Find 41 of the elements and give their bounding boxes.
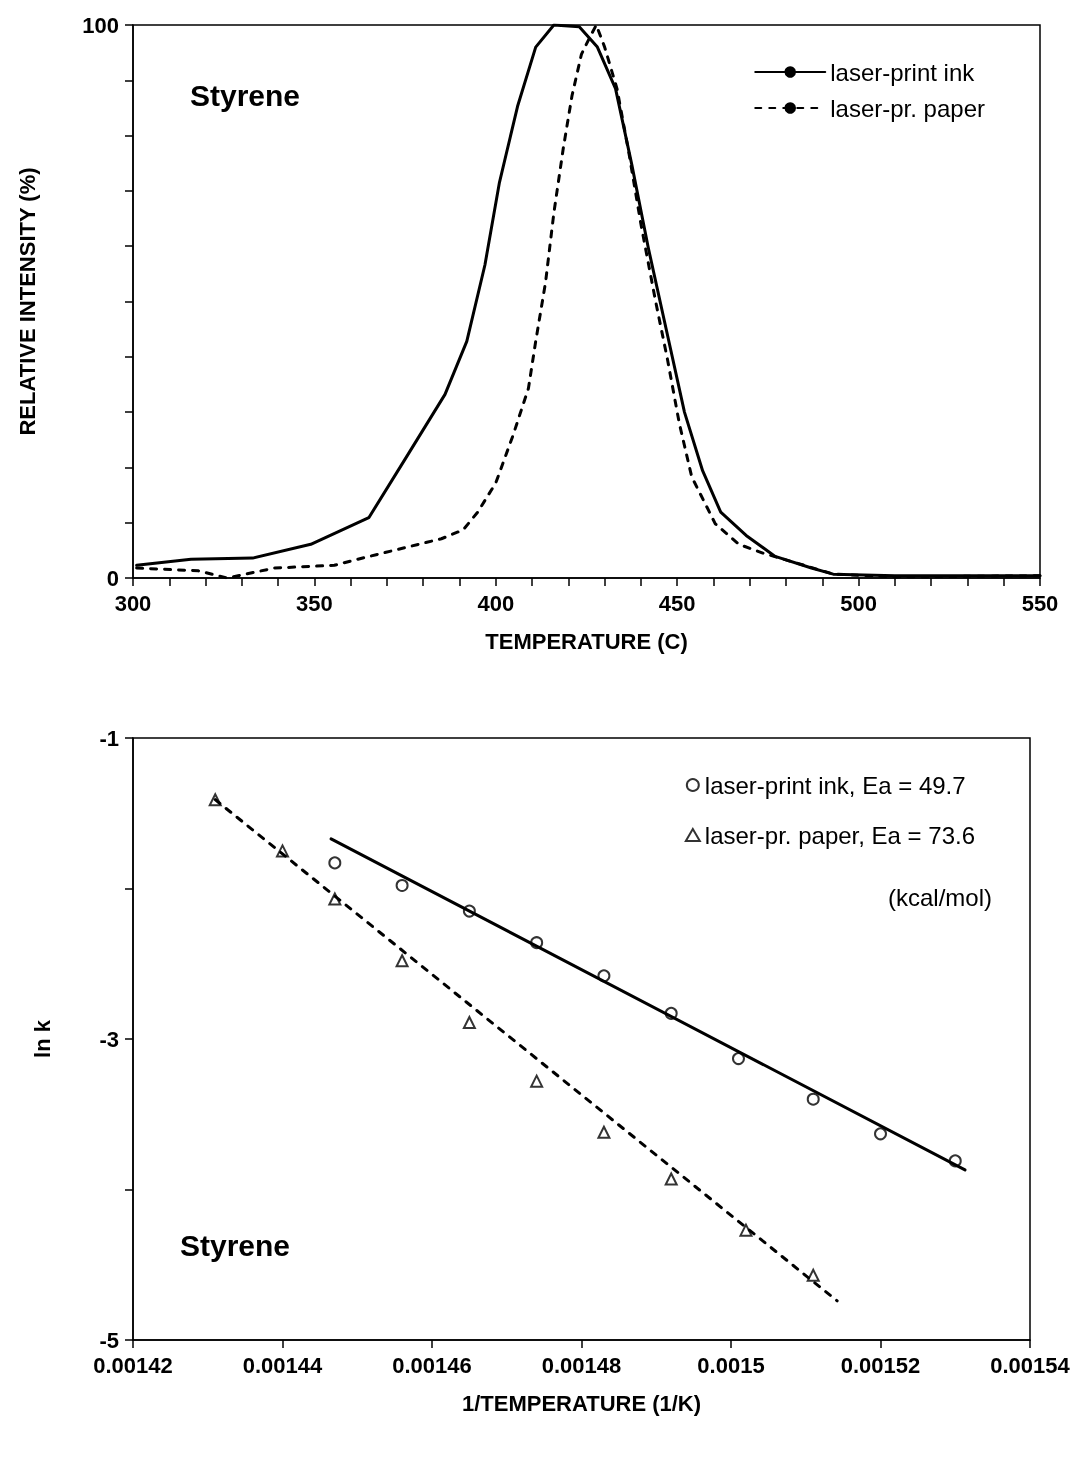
legend-label: laser-pr. paper bbox=[830, 94, 986, 122]
point bbox=[806, 1092, 820, 1106]
y-axis-title: RELATIVE INTENSITY (%) bbox=[14, 167, 40, 436]
legend-label: laser-print ink bbox=[830, 58, 976, 86]
x-tick-label: 300 bbox=[114, 590, 152, 616]
annotation: Styrene bbox=[190, 78, 301, 112]
x-tick-label: 450 bbox=[658, 590, 696, 616]
legend-label: laser-print ink, Ea = 49.7 bbox=[704, 771, 966, 799]
x-tick-label: 0.00154 bbox=[990, 1352, 1071, 1378]
x-tick-label: 0.00152 bbox=[840, 1352, 921, 1378]
x-tick-label: 0.0015 bbox=[697, 1352, 765, 1378]
x-tick-label: 350 bbox=[296, 590, 333, 616]
annotation: Styrene bbox=[180, 1228, 291, 1262]
x-tick-label: 0.00144 bbox=[242, 1352, 324, 1378]
point bbox=[731, 1052, 745, 1066]
x-axis-title: 1/TEMPERATURE (1/K) bbox=[461, 1390, 702, 1416]
point bbox=[530, 1074, 544, 1088]
point bbox=[328, 856, 342, 870]
point bbox=[395, 954, 409, 968]
x-tick-label: 550 bbox=[1021, 590, 1059, 616]
x-tick-label: 400 bbox=[477, 590, 515, 616]
point bbox=[395, 878, 409, 892]
y-tick-label: 0 bbox=[106, 565, 119, 591]
x-axis-title: TEMPERATURE (C) bbox=[485, 628, 688, 654]
x-tick-label: 0.00142 bbox=[93, 1352, 173, 1378]
y-axis-title: ln k bbox=[29, 1019, 55, 1058]
point bbox=[739, 1223, 753, 1237]
y-tick-label: -1 bbox=[99, 725, 119, 751]
y-tick-label: -3 bbox=[99, 1026, 119, 1052]
point bbox=[806, 1268, 820, 1282]
y-tick-label: 100 bbox=[82, 12, 119, 38]
point bbox=[874, 1127, 887, 1141]
x-tick-label: 0.00148 bbox=[541, 1352, 622, 1378]
legend-label: laser-pr. paper, Ea = 73.6 bbox=[704, 821, 976, 849]
y-tick-label: -5 bbox=[99, 1327, 119, 1353]
point bbox=[664, 1172, 678, 1186]
point bbox=[462, 1015, 476, 1029]
x-tick-label: 500 bbox=[840, 590, 877, 616]
point bbox=[597, 1125, 611, 1139]
x-tick-label: 0.00146 bbox=[392, 1352, 472, 1378]
annotation: (kcal/mol) bbox=[888, 883, 993, 911]
